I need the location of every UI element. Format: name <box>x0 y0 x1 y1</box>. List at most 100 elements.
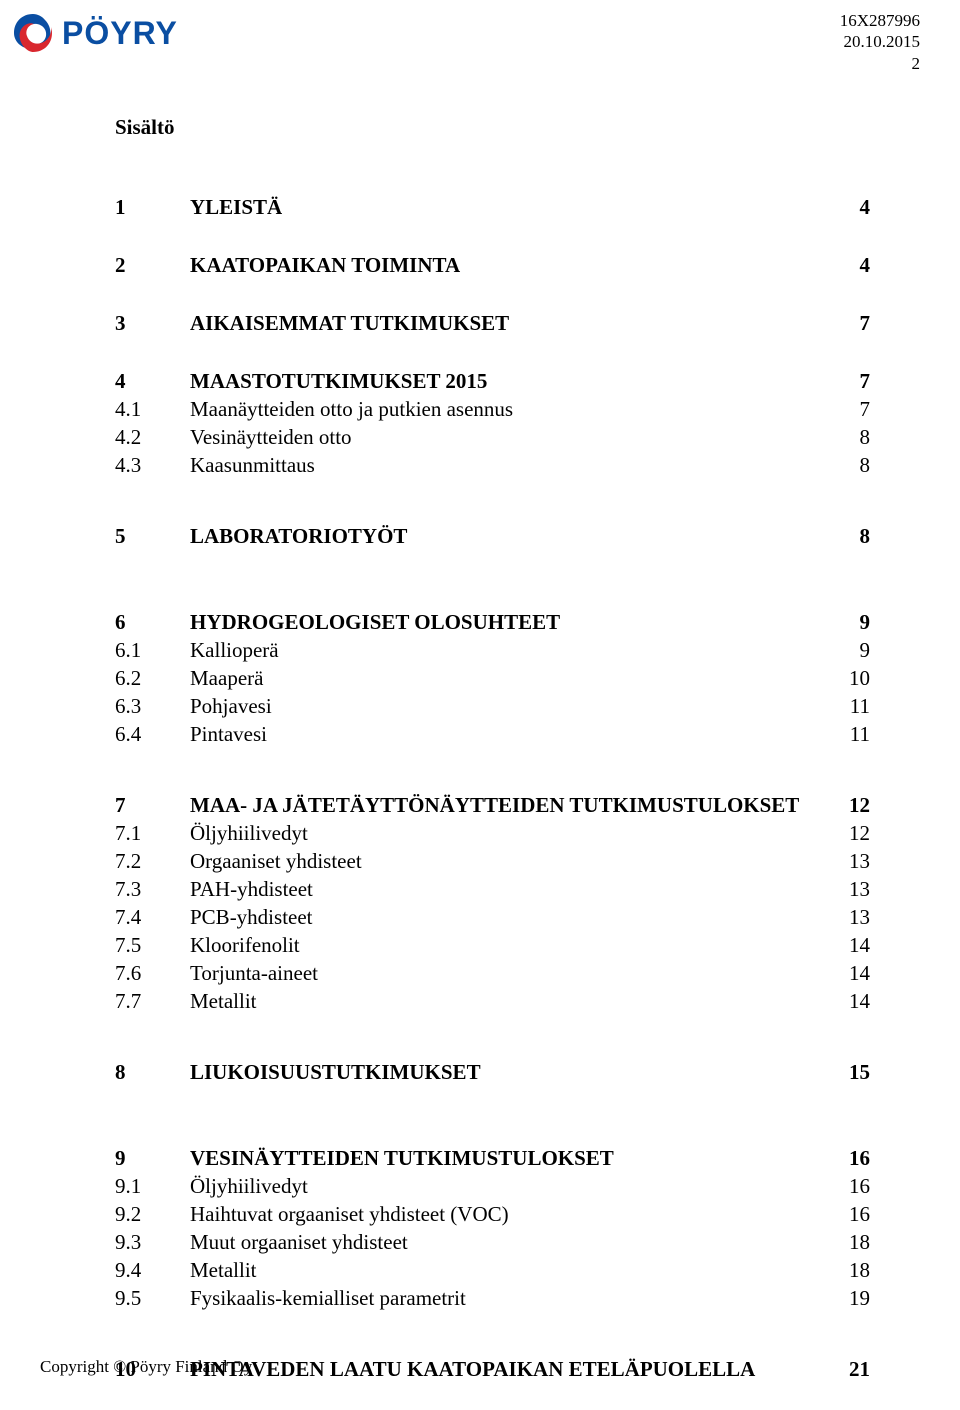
toc-entry-text: Orgaaniset yhdisteet <box>190 849 362 873</box>
toc-entry-page: 16 <box>849 1202 870 1227</box>
toc-entry-text: Maaperä <box>190 666 263 690</box>
toc-entry-number: 6.4 <box>115 722 190 747</box>
toc-subsection: 7.5Kloorifenolit14 <box>115 933 870 958</box>
toc-entry-page: 11 <box>850 722 870 747</box>
swirl-icon <box>10 10 56 56</box>
toc-entry-page: 12 <box>849 821 870 846</box>
toc-entry-page: 8 <box>860 524 871 549</box>
toc-entry-text: Pintavesi <box>190 722 267 746</box>
toc-entry-number: 6.1 <box>115 638 190 663</box>
toc-entry-number: 7.5 <box>115 933 190 958</box>
toc-subsection: 7.4PCB-yhdisteet13 <box>115 905 870 930</box>
toc-section: 2KAATOPAIKAN TOIMINTA4 <box>115 253 870 278</box>
toc-entry-label: 1YLEISTÄ <box>115 195 282 220</box>
toc-entry-label: 7.1Öljyhiilivedyt <box>115 821 308 846</box>
toc-subsection: 6.1Kallioperä9 <box>115 638 870 663</box>
toc-entry-page: 14 <box>849 989 870 1014</box>
toc-entry-page: 18 <box>849 1230 870 1255</box>
toc-section: 5LABORATORIOTYÖT 8 <box>115 524 870 549</box>
toc-entry-label: 6.4Pintavesi <box>115 722 267 747</box>
toc-entry-text: Pohjavesi <box>190 694 272 718</box>
toc-entry-label: 6.3Pohjavesi <box>115 694 272 719</box>
toc-entry-text: PAH-yhdisteet <box>190 877 313 901</box>
toc-entry-text: Torjunta-aineet <box>190 961 318 985</box>
toc-entry-number: 7.3 <box>115 877 190 902</box>
toc-section: 7MAA- JA JÄTETÄYTTÖNÄYTTEIDEN TUTKIMUSTU… <box>115 793 870 818</box>
toc-entry-text: Fysikaalis-kemialliset parametrit <box>190 1286 466 1310</box>
toc-entry-number: 9.2 <box>115 1202 190 1227</box>
toc-entry-text: VESINÄYTTEIDEN TUTKIMUSTULOKSET <box>190 1146 614 1170</box>
toc-entry-page: 13 <box>849 849 870 874</box>
toc-entry-label: 4.1Maanäytteiden otto ja putkien asennus <box>115 397 513 422</box>
toc-entry-text: Kallioperä <box>190 638 279 662</box>
toc-entry-page: 13 <box>849 877 870 902</box>
toc-entry-label: 5LABORATORIOTYÖT <box>115 524 407 549</box>
toc-entry-number: 7.1 <box>115 821 190 846</box>
toc-entry-text: Muut orgaaniset yhdisteet <box>190 1230 408 1254</box>
toc-section: 1YLEISTÄ 4 <box>115 195 870 220</box>
toc-subsection: 7.2Orgaaniset yhdisteet 13 <box>115 849 870 874</box>
toc-entry-label: 9VESINÄYTTEIDEN TUTKIMUSTULOKSET <box>115 1146 614 1171</box>
toc-entry-page: 7 <box>860 311 871 336</box>
toc-entry-text: PCB-yhdisteet <box>190 905 313 929</box>
toc-entry-label: 9.4Metallit <box>115 1258 257 1283</box>
toc-entry-number: 4.3 <box>115 453 190 478</box>
toc-entry-page: 18 <box>849 1258 870 1283</box>
toc-subsection: 9.2Haihtuvat orgaaniset yhdisteet (VOC) 1… <box>115 1202 870 1227</box>
toc-entry-label: 6.1Kallioperä <box>115 638 279 663</box>
toc-entry-text: Metallit <box>190 1258 257 1282</box>
toc-entry-page: 12 <box>849 793 870 818</box>
toc-subsection: 9.1Öljyhiilivedyt16 <box>115 1174 870 1199</box>
toc-entry-label: 6HYDROGEOLOGISET OLOSUHTEET <box>115 610 560 635</box>
toc-subsection: 7.6Torjunta-aineet14 <box>115 961 870 986</box>
toc-entry-label: 7.2Orgaaniset yhdisteet <box>115 849 362 874</box>
toc-section: 6HYDROGEOLOGISET OLOSUHTEET9 <box>115 610 870 635</box>
toc-entry-text: Kaasunmittaus <box>190 453 315 477</box>
toc-subsection: 9.4Metallit 18 <box>115 1258 870 1283</box>
doc-date: 20.10.2015 <box>840 31 920 52</box>
toc-section: 3AIKAISEMMAT TUTKIMUKSET 7 <box>115 311 870 336</box>
toc-entry-text: MAASTOTUTKIMUKSET 2015 <box>190 369 487 393</box>
toc-section: 4MAASTOTUTKIMUKSET 20157 <box>115 369 870 394</box>
toc-entry-number: 6 <box>115 610 190 635</box>
toc-entry-label: 9.3Muut orgaaniset yhdisteet <box>115 1230 408 1255</box>
toc-entry-number: 4 <box>115 369 190 394</box>
toc-entry-text: Haihtuvat orgaaniset yhdisteet (VOC) <box>190 1202 509 1226</box>
toc-entry-number: 7.6 <box>115 961 190 986</box>
toc-entry-page: 14 <box>849 933 870 958</box>
toc-entry-label: 7.4PCB-yhdisteet <box>115 905 313 930</box>
toc-entry-number: 4.2 <box>115 425 190 450</box>
toc-entry-number: 1 <box>115 195 190 220</box>
toc-subsection: 6.4Pintavesi 11 <box>115 722 870 747</box>
brand-logo: PÖYRY <box>10 10 178 56</box>
toc-entry-label: 4MAASTOTUTKIMUKSET 2015 <box>115 369 487 394</box>
toc-entry-number: 6.2 <box>115 666 190 691</box>
toc-section: 8LIUKOISUUSTUTKIMUKSET15 <box>115 1060 870 1085</box>
toc-entry-number: 3 <box>115 311 190 336</box>
toc-entry-label: 3AIKAISEMMAT TUTKIMUKSET <box>115 311 509 336</box>
toc-entry-number: 9 <box>115 1146 190 1171</box>
toc-entry-page: 4 <box>860 195 871 220</box>
toc-subsection: 7.1Öljyhiilivedyt 12 <box>115 821 870 846</box>
toc-entry-label: 6.2Maaperä <box>115 666 263 691</box>
copyright-footer: Copyright © Pöyry Finland Oy <box>40 1357 252 1377</box>
toc-entry-page: 16 <box>849 1146 870 1171</box>
toc-entry-page: 19 <box>849 1286 870 1311</box>
toc-entry-number: 7.4 <box>115 905 190 930</box>
toc-entry-number: 9.3 <box>115 1230 190 1255</box>
brand-wordmark: PÖYRY <box>62 15 178 52</box>
page: PÖYRY 16X287996 20.10.2015 2 Sisältö 1YL… <box>0 0 960 1410</box>
toc-entry-page: 8 <box>860 425 871 450</box>
toc-entry-text: LIUKOISUUSTUTKIMUKSET <box>190 1060 481 1084</box>
toc-entry-text: PINTAVEDEN LAATU KAATOPAIKAN ETELÄPUOLEL… <box>190 1357 755 1381</box>
toc-title: Sisältö <box>115 115 870 140</box>
toc-entry-text: Vesinäytteiden otto <box>190 425 352 449</box>
toc-entry-label: 8LIUKOISUUSTUTKIMUKSET <box>115 1060 481 1085</box>
toc-entry-label: 4.3Kaasunmittaus <box>115 453 315 478</box>
toc-subsection: 6.2Maaperä10 <box>115 666 870 691</box>
toc-entry-label: 7MAA- JA JÄTETÄYTTÖNÄYTTEIDEN TUTKIMUSTU… <box>115 793 799 818</box>
toc-entry-number: 7.7 <box>115 989 190 1014</box>
toc-entry-number: 4.1 <box>115 397 190 422</box>
toc-entry-label: 4.2Vesinäytteiden otto <box>115 425 352 450</box>
toc-entry-text: Metallit <box>190 989 257 1013</box>
